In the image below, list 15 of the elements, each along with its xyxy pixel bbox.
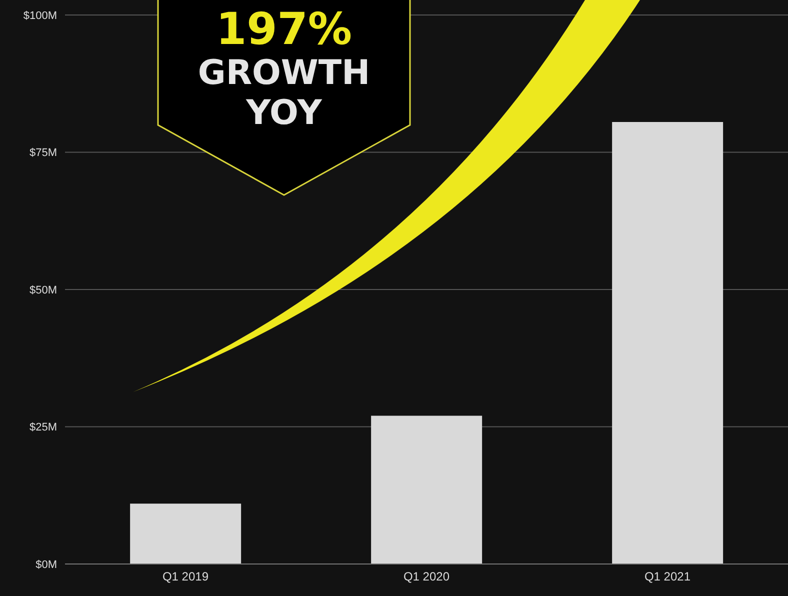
x-tick-label: Q1 2019	[162, 570, 209, 584]
x-tick-label: Q1 2021	[644, 570, 691, 584]
y-tick-label: $0M	[36, 558, 57, 571]
annotation: 197%	[216, 4, 352, 55]
y-tick-label: $25M	[29, 422, 57, 434]
bar	[371, 416, 482, 564]
bar	[130, 504, 242, 564]
x-tick-label: Q1 2020	[403, 570, 450, 584]
y-tick-label: $50M	[29, 284, 57, 296]
y-tick-label: $100M	[23, 10, 57, 22]
hexagon-badge: 197% GROWTH YOY	[157, 0, 411, 196]
y-tick-label: $75M	[29, 147, 57, 160]
bar	[612, 122, 724, 564]
annotation: GROWTH	[198, 53, 370, 93]
annotation: YOY	[245, 93, 322, 133]
